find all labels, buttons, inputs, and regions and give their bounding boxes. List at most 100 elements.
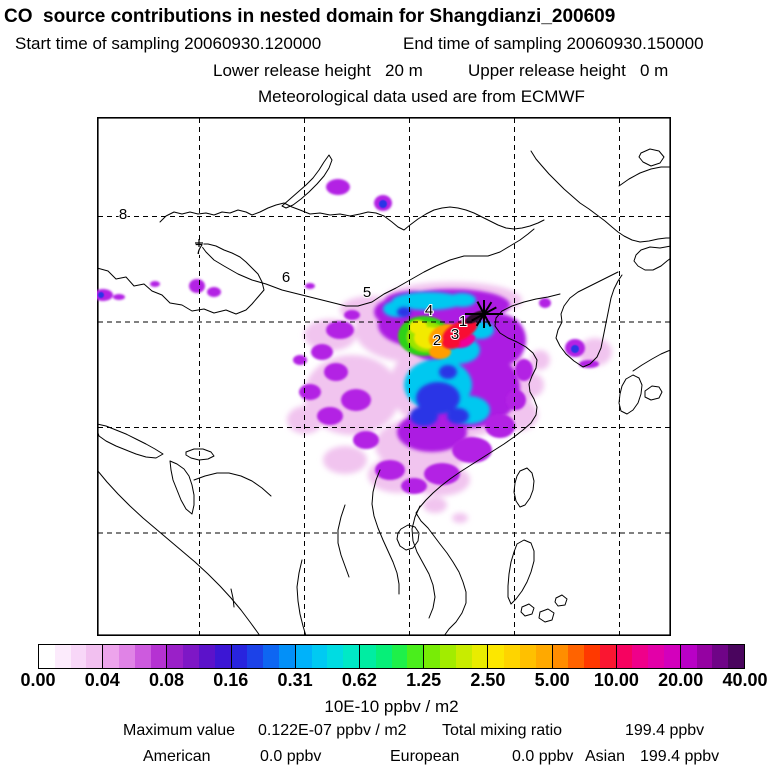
colorbar-segment-4 [294, 645, 359, 668]
colorbar-cell [247, 645, 264, 668]
border-nepal [97, 423, 164, 459]
trajectory-day-label-1: 1 [459, 313, 467, 330]
border-ne-india [193, 472, 272, 497]
colorbar-cell [712, 645, 729, 668]
coast-india-east [97, 469, 261, 636]
island-kyushu [618, 374, 643, 415]
coast-ussuri [633, 245, 671, 271]
trajectory-plus-marker [195, 239, 203, 247]
colorbar-cell [343, 645, 359, 668]
plume-blue-dots [98, 200, 579, 353]
border-thailand [337, 504, 350, 578]
trajectory-day-label-7: 7 [195, 241, 203, 258]
trajectory-day-label-8: 8 [119, 206, 127, 223]
colorbar-cell [103, 645, 119, 668]
end-time-label: End time of sampling 20060930.150000 [403, 34, 704, 53]
trajectory-day-label-4: 4 [425, 302, 433, 319]
colorbar-cell [150, 645, 167, 668]
trajectory-day-label-2: 2 [433, 332, 441, 349]
start-time-label: Start time of sampling 20060930.120000 [15, 34, 322, 53]
colorbar-cell [407, 645, 424, 668]
colorbar-tick-label: 0.16 [213, 670, 249, 690]
colorbar-cell [504, 645, 520, 668]
colorbar-ticks: 0.00 0.04 0.08 0.16 0.31 0.62 1.25 2.50 5.00 10.0… [0, 670, 768, 692]
lake-topright [638, 148, 665, 167]
colorbar-tick-label: 0.00 [20, 670, 56, 690]
colorbar-cell [439, 645, 456, 668]
coast-korea [555, 271, 623, 368]
colorbar-cell [86, 645, 103, 668]
colorbar-segment-0 [39, 645, 103, 668]
coast-mongolia-south [199, 228, 535, 307]
border-laos-vietnam [411, 505, 436, 619]
colorbar-tick-label: 0.04 [84, 670, 120, 690]
colorbar-cell [648, 645, 665, 668]
trajectory-day-label-5: 5 [363, 284, 371, 301]
colorbar-tick-label: 20.00 [658, 670, 704, 690]
colorbar-cell [584, 645, 600, 668]
colorbar-cell [70, 645, 87, 668]
species-value-american: 0.0 ppbv [260, 748, 322, 765]
lake-baikal [281, 154, 333, 209]
receptor-star-icon [476, 301, 492, 327]
colorbar-cell [696, 645, 713, 668]
colorbar-cell [295, 645, 312, 668]
coast-north-border [159, 202, 545, 231]
colorbar-cell [214, 645, 231, 668]
colorbar-segment-8 [551, 645, 616, 668]
coast-china-east [415, 293, 561, 514]
colorbar-segment-3 [230, 645, 295, 668]
colorbar-cell [391, 645, 408, 668]
colorbar-cell [664, 645, 680, 668]
colorbar-cell [471, 645, 488, 668]
coast-vietnam [415, 512, 467, 636]
species-name-american: American [143, 748, 211, 765]
total-mixing-ratio-value: 199.4 ppbv [625, 722, 705, 739]
colorbar-segment-6 [423, 645, 488, 668]
trajectory-day-label-3: 3 [451, 326, 459, 343]
island-taiwan [513, 467, 535, 508]
colorbar-tick-label: 1.25 [406, 670, 442, 690]
colorbar-cell [327, 645, 344, 668]
island-shikoku [644, 385, 663, 401]
colorbar-cell [632, 645, 649, 668]
total-mixing-ratio-label: Total mixing ratio [442, 722, 563, 739]
island-luzon [507, 539, 535, 605]
island-ph-3 [554, 594, 568, 607]
colorbar-cell [680, 645, 697, 668]
upper-release-label: Upper release height 0 m [468, 61, 669, 80]
colorbar-tick-label: 10.00 [593, 670, 639, 690]
colorbar-cell [535, 645, 552, 668]
lower-release-label: Lower release height 20 m [213, 61, 423, 80]
figure-title: CO source contributions in nested domain… [4, 6, 616, 27]
colorbar-cell [278, 645, 295, 668]
trajectory-day-label-6: 6 [282, 269, 290, 286]
coast-nw-border [97, 243, 265, 315]
colorbar-cell [359, 645, 376, 668]
colorbar-tick-label: 5.00 [534, 670, 570, 690]
colorbar-cell [424, 645, 440, 668]
colorbar-cell [134, 645, 151, 668]
species-name-asian: Asian [585, 748, 626, 765]
coastlines [97, 148, 671, 636]
colorbar-cell [519, 645, 536, 668]
colorbar [38, 644, 745, 669]
colorbar-tick-label: 40.00 [722, 670, 768, 690]
colorbar-cell [311, 645, 328, 668]
colorbar-tick-label: 0.08 [149, 670, 185, 690]
max-value: 0.122E-07 ppbv / m2 [258, 722, 407, 739]
colorbar-cell [167, 645, 184, 668]
colorbar-cell [488, 645, 505, 668]
colorbar-cell [54, 645, 71, 668]
colorbar-tick-label: 0.62 [341, 670, 377, 690]
island-ph-1 [520, 603, 535, 617]
island-honshu [632, 349, 671, 372]
met-source-label: Meteorological data used are from ECMWF [258, 87, 585, 106]
coast-malay [296, 559, 307, 636]
plume-layer-red [442, 319, 478, 349]
species-value-asian: 199.4 ppbv [640, 748, 720, 765]
